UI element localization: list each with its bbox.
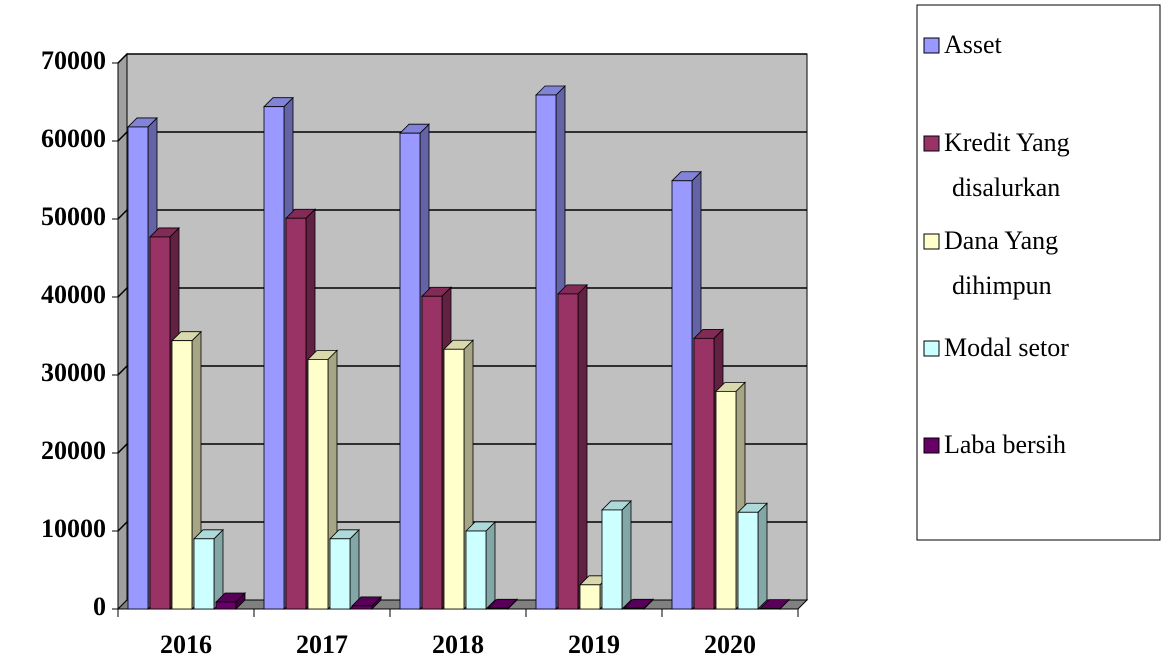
bar-side — [485, 521, 496, 610]
bar — [759, 598, 790, 610]
bar-front — [623, 607, 645, 610]
bar-side — [621, 499, 632, 610]
bar-front — [329, 538, 351, 610]
grid-line — [117, 209, 807, 220]
bar-front — [399, 132, 421, 610]
bar-front — [171, 340, 193, 610]
bar — [737, 502, 768, 610]
bar-front — [285, 217, 307, 610]
legend-label: Modal setor — [944, 333, 1069, 362]
grid-line — [117, 53, 807, 64]
legend-swatch — [923, 340, 940, 357]
bar-front — [535, 94, 557, 610]
x-tick-label: 2016 — [160, 630, 212, 659]
bar-front — [263, 106, 285, 610]
bar-front — [127, 126, 149, 610]
bar-front — [215, 601, 237, 610]
bar — [329, 528, 360, 610]
bar-side — [577, 283, 588, 610]
y-tick-label: 60000 — [41, 124, 106, 153]
bar-front — [737, 511, 759, 610]
y-tick-label: 10000 — [41, 514, 106, 543]
bar — [601, 499, 632, 610]
legend-label: Asset — [944, 30, 1003, 59]
legend-label: Laba bersih — [944, 430, 1066, 459]
legend-box — [916, 4, 1161, 541]
y-tick-label: 70000 — [41, 46, 106, 75]
bar-front — [443, 348, 465, 610]
bar — [351, 595, 382, 610]
bar — [215, 592, 246, 610]
y-tick-label: 20000 — [41, 436, 106, 465]
bar-front — [351, 605, 373, 610]
legend-swatch — [923, 135, 940, 152]
bar-front — [715, 390, 737, 610]
bar-front — [693, 337, 715, 610]
bar-front — [307, 358, 329, 610]
bar-front — [601, 509, 623, 610]
bar-front — [557, 293, 579, 610]
legend-swatch — [923, 233, 940, 250]
bar-front — [421, 295, 443, 610]
bar — [465, 521, 496, 610]
bar-side — [757, 502, 768, 610]
bar-front — [193, 538, 215, 610]
bar — [193, 528, 224, 610]
bar-front — [579, 584, 601, 610]
bar-side — [349, 528, 360, 610]
legend-label: Dana Yang dihimpun — [944, 226, 1058, 300]
y-tick-label: 0 — [93, 592, 106, 621]
x-tick-label: 2019 — [568, 630, 620, 659]
legend-swatch — [923, 437, 940, 454]
x-tick-label: 2018 — [432, 630, 484, 659]
x-tick-label: 2020 — [704, 630, 756, 659]
y-tick-label: 30000 — [41, 358, 106, 387]
bar — [623, 598, 654, 610]
bar — [557, 283, 588, 610]
bar-front — [149, 236, 171, 610]
bar-front — [465, 530, 487, 610]
legend-label: Kredit Yang disalurkan — [944, 128, 1070, 202]
y-tick-label: 40000 — [41, 280, 106, 309]
grid-line — [117, 131, 807, 142]
y-tick-label: 50000 — [41, 202, 106, 231]
bar-front — [487, 607, 509, 610]
legend-swatch — [923, 37, 940, 54]
bar — [487, 598, 518, 610]
bar-front — [671, 180, 693, 610]
x-tick-label: 2017 — [296, 630, 348, 659]
